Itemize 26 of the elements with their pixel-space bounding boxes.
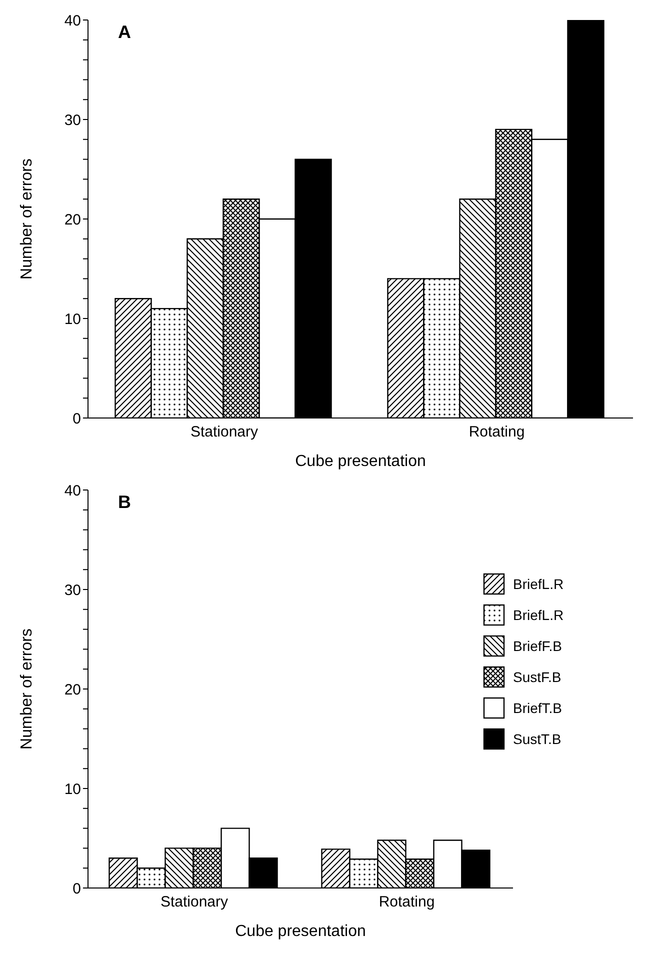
y-tick-label: 40 (64, 482, 81, 500)
y-tick-label: 0 (72, 880, 81, 898)
y-tick-label: 30 (64, 112, 81, 129)
y-tick-label: 20 (64, 211, 81, 228)
x-axis-title: Cube presentation (295, 453, 426, 470)
legend-label: SustT.B (513, 730, 562, 746)
y-tick-label: 20 (64, 681, 81, 698)
y-tick-label: 10 (64, 780, 81, 798)
x-tick-label: Stationary (190, 424, 259, 441)
y-tick-label: 40 (64, 12, 81, 30)
x-tick-label: Stationary (160, 894, 229, 911)
y-axis-title: Number of errors (18, 158, 36, 280)
x-tick-label: Rotating (378, 894, 435, 911)
x-tick-label: Rotating (468, 424, 525, 441)
y-axis-title: Number of errors (18, 628, 36, 750)
y-tick-label: 30 (64, 582, 81, 599)
legend-label: BriefL.R (513, 576, 564, 592)
legend-label: BriefF.B (513, 638, 562, 654)
legend-label: SustF.B (513, 668, 562, 684)
y-tick-label: 0 (72, 410, 81, 428)
legend-label: BriefT.B (513, 700, 562, 716)
y-tick-label: 10 (64, 310, 81, 328)
chart-title: A (118, 22, 131, 43)
legend-label: BriefL.R (513, 606, 564, 622)
x-axis-title: Cube presentation (235, 923, 366, 940)
chart-title: B (118, 492, 131, 513)
